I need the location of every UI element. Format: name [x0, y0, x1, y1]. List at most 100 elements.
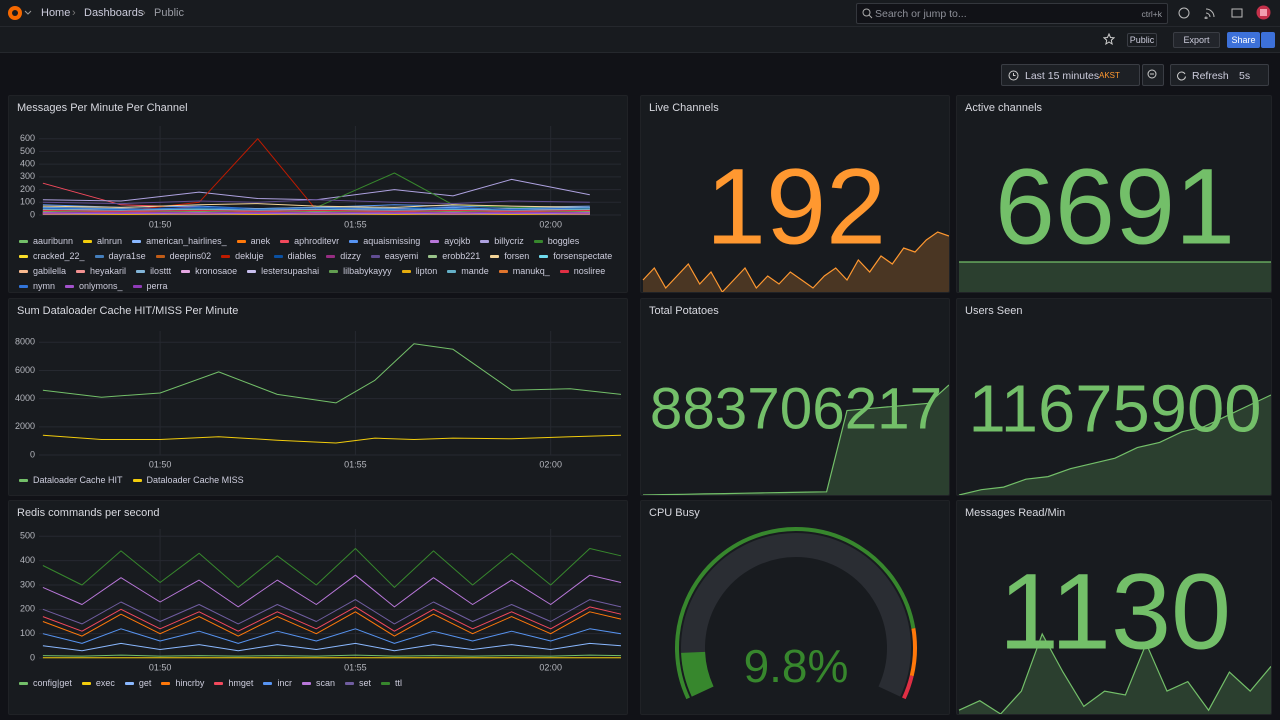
panel: 1130 Messages Read/Min: [956, 500, 1272, 715]
x-tick-label: 01:50: [149, 662, 172, 672]
export-button[interactable]: Export: [1173, 32, 1220, 48]
legend-swatch: [344, 681, 354, 685]
x-tick-label: 01:50: [149, 219, 172, 229]
sparkline: [958, 632, 1271, 714]
search-shortcut: ctrl+k: [1141, 9, 1162, 19]
y-tick-label: 300: [20, 171, 35, 181]
y-tick-label: 400: [20, 159, 35, 169]
refresh-interval: 5s: [1239, 70, 1251, 82]
panel-canvas: 1130: [958, 551, 1271, 714]
legend-item: dizzy: [326, 251, 361, 261]
legend-swatch: [132, 239, 142, 243]
panel-title: Users Seen: [965, 305, 1023, 317]
legend-swatch: [498, 269, 508, 273]
legend-item: boggles: [533, 236, 580, 246]
legend-swatch: [236, 239, 246, 243]
breadcrumb[interactable]: Dashboards: [84, 7, 144, 19]
news-icon[interactable]: [1204, 7, 1216, 19]
legend-label: config|get: [33, 678, 72, 688]
y-tick-label: 300: [20, 579, 35, 589]
legend-label: boggles: [547, 236, 580, 246]
y-tick-label: 100: [20, 628, 35, 638]
refresh-picker[interactable]: Refresh 5s: [1170, 64, 1269, 86]
share-button[interactable]: Share: [1227, 32, 1260, 48]
legend-label: cracked_22_: [33, 251, 85, 261]
legend-item: cracked_22_: [19, 251, 85, 261]
legend-swatch: [326, 254, 336, 258]
search-box[interactable]: Search or jump to... ctrl+k: [856, 3, 1168, 24]
legend-label: american_hairlines_: [146, 236, 227, 246]
y-tick-label: 500: [20, 531, 35, 541]
search-placeholder: Search or jump to...: [875, 8, 967, 20]
legend-item: aphroditevr: [280, 236, 339, 246]
share-menu-button[interactable]: [1261, 32, 1275, 48]
y-tick-label: 4000: [15, 393, 35, 403]
y-tick-label: 400: [20, 555, 35, 565]
legend-label: aquaismissing: [363, 236, 421, 246]
legend-label: erobb221: [442, 251, 481, 261]
legend-swatch: [19, 681, 28, 685]
star-icon[interactable]: [1103, 33, 1115, 45]
legend-swatch: [490, 254, 500, 258]
menu-chevron[interactable]: [24, 10, 32, 16]
grafana-logo[interactable]: [6, 4, 26, 22]
clock-icon: [1008, 70, 1019, 81]
legend-item: ttl: [380, 678, 402, 688]
legend-swatch: [370, 254, 380, 258]
panel-canvas: 9.8%: [675, 527, 917, 700]
legend-item: erobb221: [428, 251, 480, 261]
sparkline: [642, 384, 949, 495]
sparkline-area: [643, 232, 949, 292]
threshold-arc: [675, 527, 916, 700]
series-line: [42, 654, 622, 657]
legend-swatch: [480, 239, 490, 243]
series-line: [42, 207, 590, 210]
legend-swatch: [124, 681, 134, 685]
dock-icon[interactable]: [1231, 7, 1243, 19]
panel: 0 100 200 300 400 500 01:50 01:55 02:00 Redis com…: [8, 500, 628, 715]
legend-swatch: [19, 478, 28, 482]
legend-label: exec: [95, 678, 115, 688]
legend-swatch: [301, 681, 311, 685]
legend-item: dekluje: [221, 251, 264, 261]
panel: 11675900 Users Seen: [956, 298, 1272, 496]
legend-item: onlymons_: [65, 281, 123, 291]
series-line: [42, 343, 622, 404]
legend-item: kronosaoe: [181, 266, 237, 276]
breadcrumb[interactable]: Home: [41, 7, 71, 19]
legend-item: hincrby: [161, 678, 204, 688]
legend-item: heyakaril: [76, 266, 126, 276]
legend-swatch: [181, 269, 191, 273]
y-tick-label: 2000: [15, 421, 35, 431]
y-tick-label: 0: [30, 209, 35, 219]
legend-label: hmget: [228, 678, 254, 688]
user-avatar[interactable]: [1256, 5, 1271, 20]
panel: 192 Live Channels: [640, 95, 950, 293]
help-icon[interactable]: [1178, 7, 1190, 19]
legend-label: kronosaoe: [195, 266, 238, 276]
zoom-out-button[interactable]: [1142, 64, 1164, 86]
sparkline-area: [959, 395, 1271, 495]
time-picker[interactable]: Last 15 minutes AKST: [1001, 64, 1140, 86]
legend-label: lilbabykayyy: [343, 266, 392, 276]
legend-swatch: [81, 681, 91, 685]
panel-canvas: 0 2000 4000 6000 8000 01:50 01:55 02:00: [15, 331, 622, 469]
legend-item: easyemi: [370, 251, 418, 261]
legend-label: dizzy: [340, 251, 361, 261]
panel-title: Live Channels: [649, 102, 719, 114]
panel-canvas: 192: [642, 146, 949, 292]
gauge-label: 9.8%: [744, 640, 849, 692]
legend-label: manukq_: [512, 266, 550, 276]
x-tick-label: 02:00: [539, 662, 562, 672]
breadcrumb: Public: [154, 7, 184, 19]
legend: aauribunn alnrun american_hairlines_ anek ap…: [19, 236, 621, 292]
legend-swatch: [428, 254, 438, 258]
series-line: [42, 642, 622, 652]
y-tick-label: 0: [30, 652, 35, 662]
stat-value: 1130: [999, 551, 1231, 672]
legend-label: onlymons_: [79, 281, 123, 291]
panel: 9.8% CPU Busy: [640, 500, 950, 715]
legend-label: lestersupashai: [261, 266, 320, 276]
